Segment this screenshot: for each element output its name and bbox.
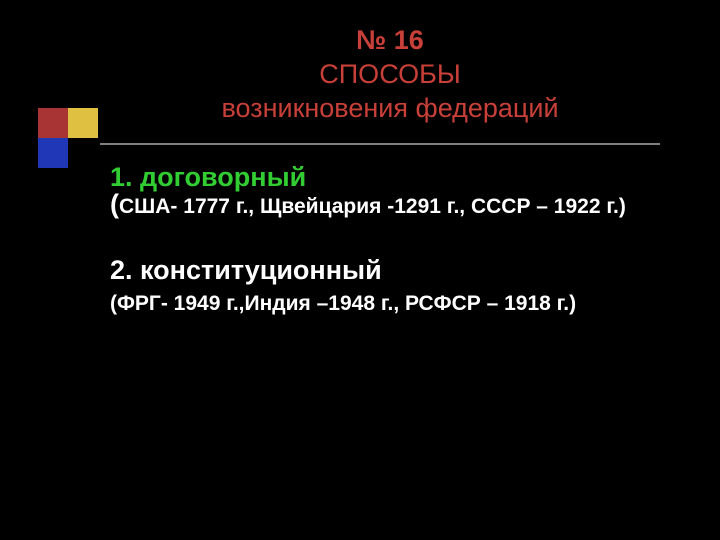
title-area: № 16 СПОСОБЫ возникновения федераций bbox=[120, 24, 660, 125]
item-1-detail-text: США- 1777 г., Щвейцария -1291 г., СССР –… bbox=[119, 195, 626, 218]
square-red bbox=[38, 108, 68, 138]
title-line-1: СПОСОБЫ bbox=[120, 58, 660, 92]
body-content: 1. договорный (США- 1777 г., Щвейцария -… bbox=[110, 162, 670, 316]
item-1-paren: ( bbox=[110, 189, 119, 219]
decorative-squares bbox=[38, 108, 100, 170]
item-2-heading: 2. конституционный bbox=[110, 255, 670, 286]
title-line-2: возникновения федераций bbox=[120, 92, 660, 126]
divider-line bbox=[100, 143, 660, 145]
item-1-detail: (США- 1777 г., Щвейцария -1291 г., СССР … bbox=[110, 195, 670, 219]
slide: № 16 СПОСОБЫ возникновения федераций 1. … bbox=[0, 0, 720, 540]
item-1-heading: 1. договорный bbox=[110, 162, 670, 193]
square-blue bbox=[38, 138, 68, 168]
slide-number: № 16 bbox=[120, 24, 660, 58]
square-yellow bbox=[68, 108, 98, 138]
item-2-detail: (ФРГ- 1949 г.,Индия –1948 г., РСФСР – 19… bbox=[110, 292, 670, 316]
